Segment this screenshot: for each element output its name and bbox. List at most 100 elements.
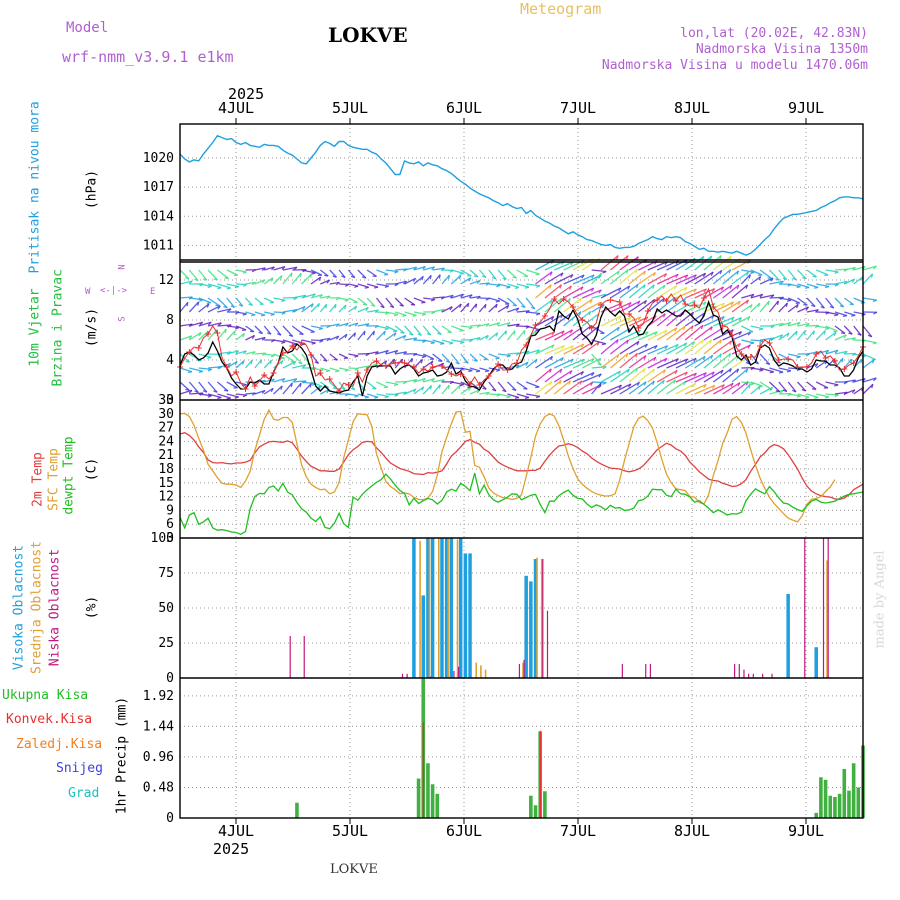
wind-arrow [469, 269, 479, 278]
precip-total-bar [435, 793, 440, 818]
wind-arrow [198, 303, 210, 313]
wind-arrow [366, 283, 379, 288]
wind-arrow-head [851, 379, 856, 383]
wind-gust-marker [279, 350, 286, 356]
wind-arrow [189, 367, 203, 372]
wind-arrow [666, 310, 685, 327]
wind-arrow [479, 353, 489, 361]
wind-arrow [338, 297, 349, 301]
wind-arrow [329, 323, 340, 327]
wind-arrow-head [431, 378, 435, 382]
wind-arrow [647, 379, 665, 395]
wind-arrow [451, 269, 464, 275]
wind-arrow [254, 359, 263, 369]
wind-arrow-head [824, 285, 830, 289]
temp-tick-label: 3 [166, 531, 174, 546]
wind-arrow-head [829, 305, 834, 309]
wind-arrow [413, 386, 425, 395]
wind-arrow [282, 325, 294, 337]
wind-arrow [507, 393, 520, 399]
wind-arrow [591, 353, 602, 366]
wind-arrow-head [561, 330, 565, 335]
cloud-low-bar [523, 659, 525, 678]
wind-arrow [385, 297, 395, 308]
wind-arrow-head [738, 317, 742, 322]
wind-arrow-head [438, 384, 441, 389]
wind-arrow-head [778, 371, 784, 374]
wind-arrow [553, 274, 574, 285]
wind-arrow [497, 304, 510, 313]
wind-arrow-head [325, 304, 328, 309]
wind-arrow [310, 302, 320, 313]
wind-arrow-head [602, 381, 607, 385]
wind-arrow [628, 284, 646, 299]
wind-gust-marker [700, 295, 707, 301]
wind-arrow [198, 297, 212, 304]
cloud-high-bar [426, 538, 430, 678]
wind-arrow [375, 297, 385, 309]
wind-arrow-head [636, 381, 640, 387]
wind-arrow-head [261, 390, 266, 394]
wind-arrow-head [326, 337, 331, 342]
wind-arrow-head [292, 361, 297, 366]
wind-arrow [535, 284, 552, 299]
pressure-tick-label: 1011 [143, 238, 174, 253]
wind-arrow [282, 266, 298, 271]
precip-total-bar [529, 795, 533, 818]
wind-arrow-head [298, 362, 303, 365]
wind-tick-label: 4 [166, 353, 174, 368]
wind-arrow-head [750, 342, 755, 345]
wind-arrow [179, 367, 193, 373]
wind-arrow [713, 316, 735, 327]
wind-arrow-head [645, 331, 649, 336]
wind-arrow [815, 269, 829, 276]
wind-arrow [675, 357, 697, 369]
wind-arrow-head [314, 361, 319, 364]
wind-arrow [834, 311, 848, 317]
temp-tick-label: 18 [158, 462, 174, 477]
wind-arrow [572, 287, 595, 299]
wind-gust-marker [336, 388, 343, 394]
wind-arrow-head [770, 277, 774, 282]
wind-arrow [460, 367, 473, 372]
wind-arrow-head [354, 367, 359, 371]
wind-arrow [478, 303, 487, 313]
wind-arrow-head [786, 332, 790, 337]
wind-arrow-head [421, 276, 424, 281]
wind-arrow [862, 359, 875, 369]
cloud-tick-label: 50 [158, 601, 174, 616]
wind-arrow [310, 353, 320, 364]
wind-arrow [694, 384, 716, 395]
wind-arrow [404, 337, 417, 341]
wind-arrow [582, 373, 602, 383]
wind-arrow-head [319, 294, 323, 298]
wind-arrow [292, 364, 306, 369]
wind-gust-marker [813, 351, 820, 357]
wind-gust-marker [317, 370, 324, 376]
wind-arrow [497, 322, 511, 327]
wind-arrow-head [440, 342, 445, 345]
wind-arrow-head [515, 307, 520, 312]
wind-gust-marker [429, 364, 436, 370]
wind-arrow-head [560, 357, 564, 362]
wind-arrow [376, 269, 389, 276]
wind-arrow [385, 381, 399, 386]
wind-arrow-head [374, 286, 379, 289]
wind-arrow [825, 393, 839, 396]
wind-arrow-head [430, 298, 436, 302]
wind-arrow [694, 255, 713, 271]
wind-arrow [245, 281, 256, 285]
wind-arrow-head [261, 267, 266, 271]
wind-arrow-head [796, 395, 801, 398]
precip-total-bar [828, 795, 833, 818]
wind-arrow [291, 325, 304, 335]
wind-arrow [769, 280, 784, 285]
wind-arrow [806, 297, 816, 307]
wind-arrow [395, 351, 407, 355]
pressure-tick-label: 1020 [143, 151, 174, 166]
wind-arrow [703, 353, 722, 369]
wind-arrow [207, 305, 221, 313]
wind-arrow [357, 393, 369, 398]
wind-arrow [357, 269, 367, 279]
wind-gust-marker [719, 323, 726, 329]
